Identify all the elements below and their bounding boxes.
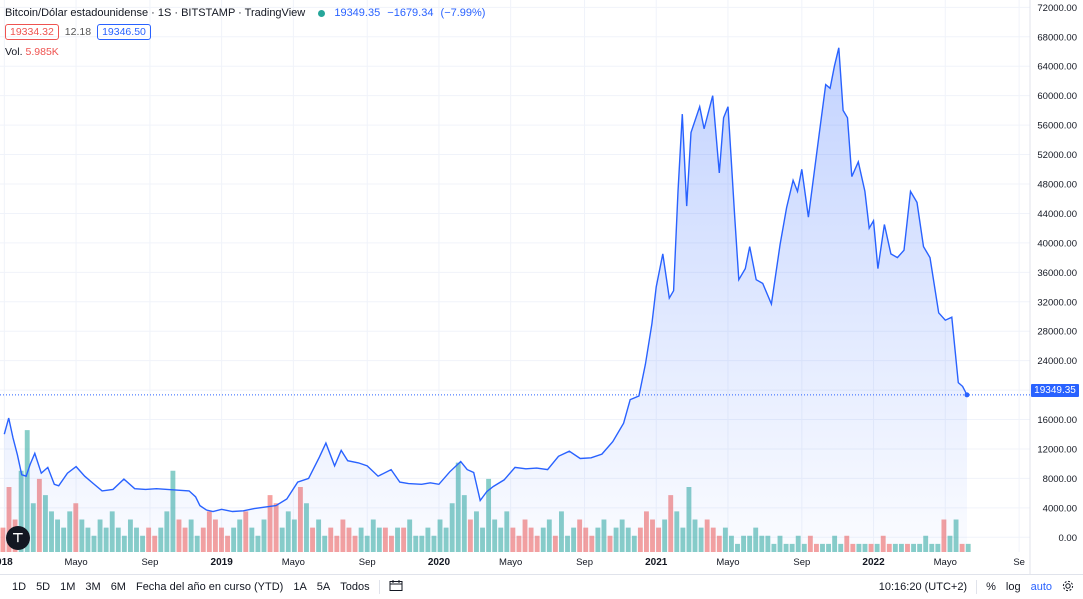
- y-tick-label: 60000.00: [1037, 91, 1077, 102]
- y-tick-label: 68000.00: [1037, 32, 1077, 43]
- market-status-dot: [318, 9, 326, 17]
- y-tick-label: 12000.00: [1037, 444, 1077, 455]
- volume-bar: [965, 543, 971, 552]
- log-scale-toggle[interactable]: log: [1005, 581, 1021, 593]
- y-tick-label: 16000.00: [1037, 415, 1077, 426]
- tradingview-logo[interactable]: ⊤: [6, 526, 30, 550]
- current-price-label: 19349.35: [1031, 384, 1079, 397]
- bid-price[interactable]: 19334.32: [5, 24, 59, 40]
- x-tick-label: 2022: [862, 557, 885, 568]
- last-price: 19349.35: [334, 7, 381, 19]
- y-tick-label: 72000.00: [1037, 3, 1077, 14]
- chart-legend: Bitcoin/Dólar estadounidense · 1S · BITS…: [5, 6, 489, 20]
- y-tick-label: 8000.00: [1043, 474, 1077, 485]
- y-tick-label: 32000.00: [1037, 297, 1077, 308]
- x-tick-label: 018: [0, 557, 13, 568]
- ask-price[interactable]: 19346.50: [97, 24, 151, 40]
- x-tick-label: Mayo: [499, 557, 522, 568]
- x-tick-label: Sep: [576, 557, 593, 568]
- volume-bar: [0, 527, 6, 552]
- x-tick-label: Sep: [359, 557, 376, 568]
- x-tick-label: Se: [1013, 557, 1025, 568]
- range-button-5a[interactable]: 5A: [316, 581, 331, 593]
- range-button-1a[interactable]: 1A: [293, 581, 307, 593]
- goto-date-icon[interactable]: [384, 579, 408, 595]
- change-value: −1679.34: [387, 7, 434, 19]
- y-tick-label: 36000.00: [1037, 268, 1077, 279]
- y-tick-label: 52000.00: [1037, 150, 1077, 161]
- y-tick-label: 44000.00: [1037, 209, 1077, 220]
- toolbar-divider: [378, 580, 380, 594]
- x-tick-label: Mayo: [716, 557, 739, 568]
- percent-scale-toggle[interactable]: %: [986, 581, 996, 593]
- x-tick-label: Mayo: [934, 557, 957, 568]
- bottom-toolbar: 1D 5D 1M 3M 6M Fecha del año en curso (Y…: [0, 574, 1083, 599]
- settings-gear-icon[interactable]: [1057, 580, 1079, 595]
- toolbar-right: 10:16:20 (UTC+2) % log auto: [874, 580, 1079, 595]
- bid-ask-row: 19334.32 12.18 19346.50: [5, 24, 151, 40]
- x-tick-label: 2021: [645, 557, 668, 568]
- auto-scale-toggle[interactable]: auto: [1030, 581, 1052, 593]
- x-tick-label: Mayo: [282, 557, 305, 568]
- range-button-5d[interactable]: 5D: [36, 581, 51, 593]
- y-tick-label: 28000.00: [1037, 327, 1077, 338]
- y-tick-label: 48000.00: [1037, 180, 1077, 191]
- y-tick-label: 56000.00: [1037, 121, 1077, 132]
- price-change: 19349.35 −1679.34 (−7.99%): [334, 7, 489, 19]
- x-tick-label: 2019: [211, 557, 234, 568]
- toolbar-divider: [976, 580, 978, 594]
- current-price-dot: [964, 392, 970, 398]
- x-tick-label: Sep: [793, 557, 810, 568]
- x-tick-label: Sep: [141, 557, 158, 568]
- y-tick-label: 4000.00: [1043, 503, 1077, 514]
- volume-value: 5.985K: [25, 46, 59, 58]
- volume-legend: Vol. 5.985K: [5, 46, 59, 58]
- volume-label: Vol.: [5, 46, 23, 58]
- x-tick-label: 2020: [428, 557, 451, 568]
- y-tick-label: 40000.00: [1037, 238, 1077, 249]
- y-tick-label: 64000.00: [1037, 62, 1077, 73]
- y-tick-label: 0.00: [1059, 533, 1078, 544]
- range-button-ytd[interactable]: Fecha del año en curso (YTD): [135, 581, 284, 593]
- x-tick-label: Mayo: [64, 557, 87, 568]
- range-button-todos[interactable]: Todos: [340, 581, 370, 593]
- range-button-6m[interactable]: 6M: [110, 581, 126, 593]
- range-button-1m[interactable]: 1M: [60, 581, 76, 593]
- symbol-title: Bitcoin/Dólar estadounidense · 1S · BITS…: [5, 7, 306, 19]
- change-percent: (−7.99%): [440, 7, 486, 19]
- range-button-1d[interactable]: 1D: [12, 581, 27, 593]
- price-series-line: [3, 47, 968, 513]
- range-buttons: 1D 5D 1M 3M 6M Fecha del año en curso (Y…: [0, 579, 408, 595]
- range-button-3m[interactable]: 3M: [85, 581, 101, 593]
- y-tick-label: 24000.00: [1037, 356, 1077, 367]
- spread-value: 12.18: [64, 26, 92, 38]
- price-area-fill: [4, 47, 968, 553]
- clock-display[interactable]: 10:16:20 (UTC+2): [878, 581, 968, 593]
